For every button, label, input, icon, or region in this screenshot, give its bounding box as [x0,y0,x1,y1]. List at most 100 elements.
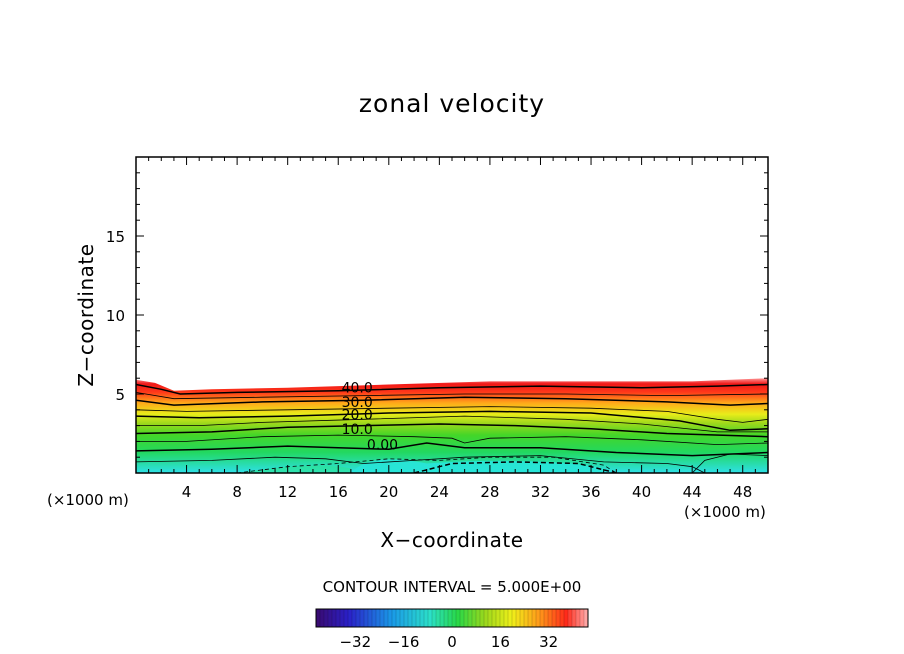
chart-title: zonal velocity [359,89,545,118]
colorbar-cell [348,609,353,627]
contour-value-label: 0.00 [367,438,398,454]
x-tick-label: 20 [379,483,398,501]
contour-line [136,406,768,423]
colorbar-cell [400,609,405,627]
colorbar-cell [324,609,329,627]
colorbar-cell [564,609,569,627]
contour-line [691,453,768,473]
colorbar-cell [440,609,445,627]
colorbar-cell [524,609,529,627]
colorbar-cell [488,609,493,627]
x-tick-label: 32 [531,483,550,501]
contour-line [136,396,768,406]
colorbar-cell [460,609,465,627]
colorbar-cell [332,609,337,627]
colorbar-cell [484,609,489,627]
colorbar-tick-label: −16 [388,633,420,651]
colorbar-cell [360,609,365,627]
colorbar-cell [552,609,557,627]
colorbar-cell [512,609,517,627]
contour-line [136,392,768,400]
colorbar-cell [412,609,417,627]
colorbar-cell [476,609,481,627]
colorbar-cell [428,609,433,627]
contour-line [136,415,768,433]
contour-value-label: 20.0 [342,408,373,424]
contour-line [136,434,768,446]
colorbar-cell [480,609,485,627]
y-tick-label: 15 [106,228,125,246]
colorbar-cell [532,609,537,627]
x-tick-label: 8 [232,483,242,501]
colorbar-cell [496,609,501,627]
colorbar-cell [336,609,341,627]
y-tick-label: 10 [106,307,125,325]
contour-line [136,442,768,457]
x-tick-label: 12 [278,483,297,501]
x-tick-label: 28 [480,483,499,501]
colorbar-cell [500,609,505,627]
colorbar-cell [584,609,589,627]
colorbar-cell [356,609,361,627]
colorbar-cell [424,609,429,627]
colorbar-cell [444,609,449,627]
x-tick-label: 48 [733,483,752,501]
y-tick-label: 5 [115,386,125,404]
colorbar-cell [508,609,513,627]
colorbar-cell [572,609,577,627]
colorbar-cell [504,609,509,627]
colorbar-cell [516,609,521,627]
contour-line [237,456,617,473]
colorbar-cell [432,609,437,627]
x-tick-label: 44 [683,483,702,501]
colorbar-cell [392,609,397,627]
colorbar-cell [368,609,373,627]
colorbar-cell [580,609,585,627]
x-tick-label: 4 [182,483,192,501]
x-tick-label: 24 [430,483,449,501]
x-axis-label: X−coordinate [380,528,523,552]
x-tick-label: 16 [329,483,348,501]
contour-field: 40.030.020.010.00.00 [136,378,768,473]
contour-value-label: 40.0 [342,381,373,397]
colorbar-frame [315,608,589,628]
colorbar-cell [408,609,413,627]
colorbar-cell [576,609,581,627]
colorbar-cell [536,609,541,627]
colorbar-cell [492,609,497,627]
colorbar-tick-label: −32 [339,633,371,651]
y-axis-label: Z−coordinate [74,243,98,386]
colorbar-cell [528,609,533,627]
colorbar-cell [320,609,325,627]
contour-line [136,410,768,432]
colorbar-tick-label: 0 [447,633,457,651]
colorbar-ticks: −32 −16 0 16 32 [339,633,558,651]
colorbar-cell [416,609,421,627]
colorbar-cell [384,609,389,627]
colorbar-cell [560,609,565,627]
colorbar [315,608,589,628]
x-tick-label: 40 [632,483,651,501]
contour-value-label: 30.0 [342,395,373,411]
colorbar-cell [448,609,453,627]
colorbar-cell [520,609,525,627]
x-tick-label: 36 [581,483,600,501]
colorbar-cell [556,609,561,627]
colorbar-cell [364,609,369,627]
negative-core-edge [237,465,351,473]
colorbar-cell [372,609,377,627]
colorbar-cell [316,609,321,627]
colorbar-cell [544,609,549,627]
colorbar-cell [540,609,545,627]
colorbar-cell [452,609,457,627]
colorbar-cell [328,609,333,627]
contour-line [136,423,768,438]
colorbar-cell [436,609,441,627]
colorbar-cell [468,609,473,627]
contour-interval-text: CONTOUR INTERVAL = 5.000E+00 [323,578,582,596]
colorbar-tick-label: 32 [539,633,558,651]
contour-value-label: 10.0 [342,422,373,438]
colorbar-cell [388,609,393,627]
